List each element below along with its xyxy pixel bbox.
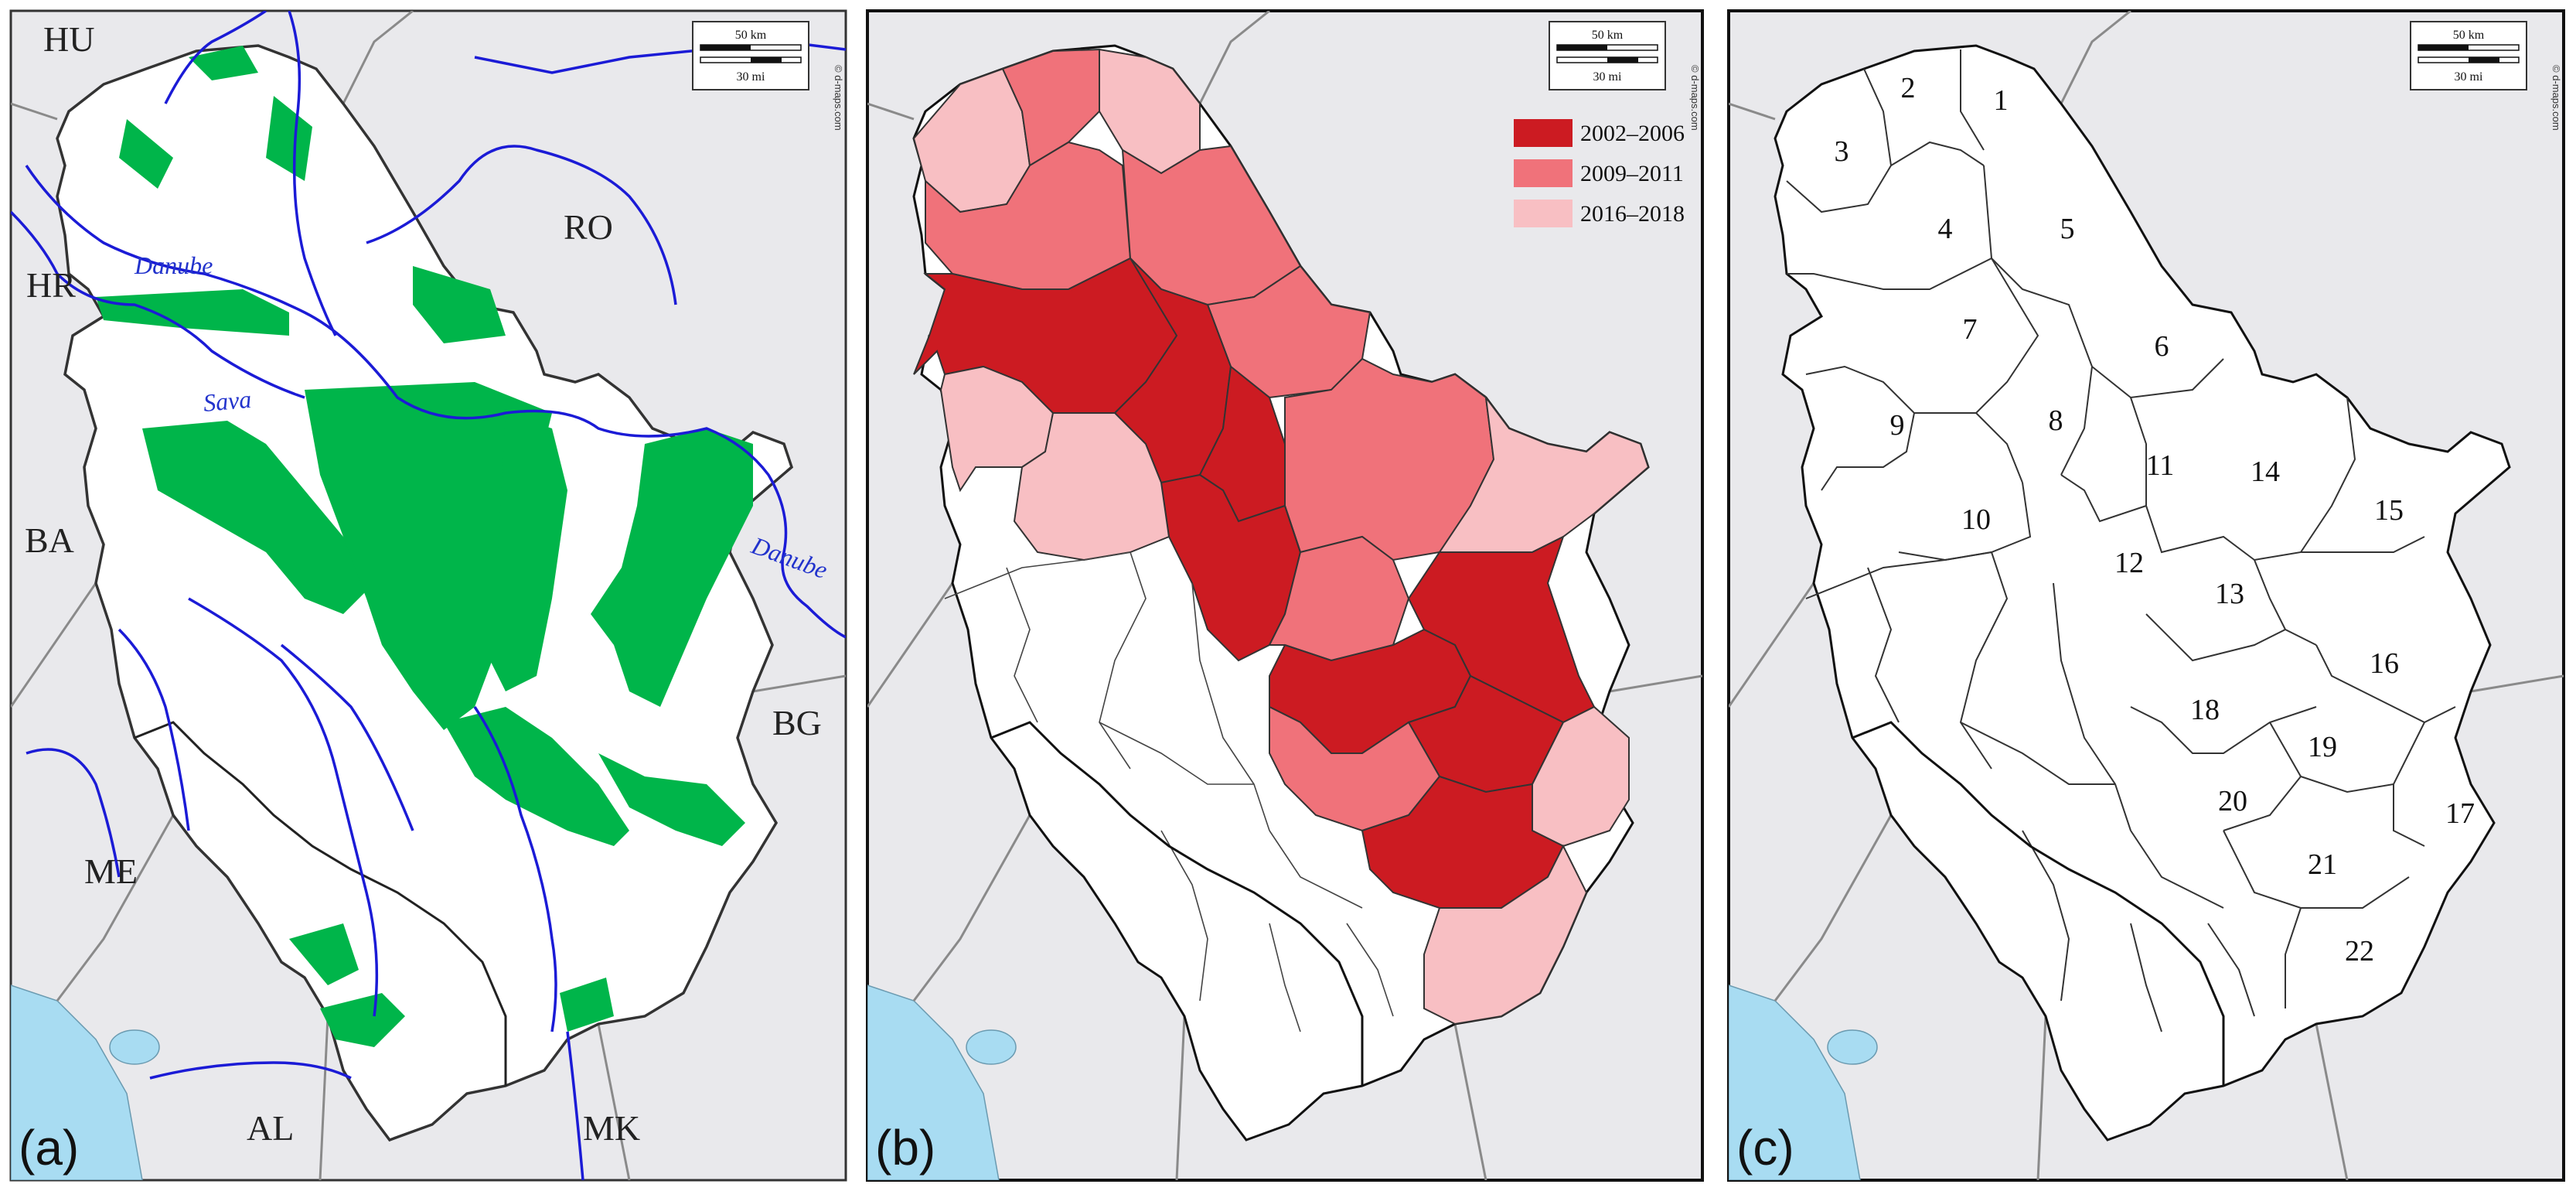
scale-bar-b: 50 km 30 mi — [1549, 21, 1666, 90]
district-number: 21 — [2308, 848, 2337, 881]
district-number: 22 — [2345, 935, 2374, 967]
country-label-me: ME — [84, 851, 138, 891]
credit-b: © d-maps.com — [1689, 65, 1701, 131]
river-label-danube-1: Danube — [134, 251, 213, 279]
country-label-mk: MK — [583, 1108, 640, 1148]
country-label-hu: HU — [43, 19, 94, 59]
district-number: 6 — [2155, 330, 2169, 363]
district-boundaries — [1786, 49, 2456, 1032]
panel-c: 1 2 3 4 5 6 7 8 9 10 11 12 13 14 15 16 1… — [1727, 9, 2565, 1182]
credit-c: © d-maps.com — [2550, 65, 2562, 131]
district-number: 10 — [1961, 503, 1991, 536]
credit-a: © d-maps.com — [833, 65, 844, 131]
panel-b: 2002–2006 2009–2011 2016–2018 50 km 30 m… — [866, 9, 1704, 1182]
scale-km: 50 km — [2453, 29, 2485, 42]
district-numbers: 1 2 3 4 5 6 7 8 9 10 11 12 13 14 15 16 1… — [1835, 72, 2475, 967]
legend-swatch-3 — [1514, 200, 1573, 227]
rivers — [11, 11, 846, 1180]
district-number: 7 — [1963, 313, 1978, 346]
district-number: 18 — [2190, 694, 2220, 726]
district-lines — [944, 551, 1394, 1032]
district-number: 20 — [2218, 785, 2247, 817]
river-label-sava: Sava — [202, 385, 252, 417]
scale-km: 50 km — [1592, 29, 1624, 42]
scale-mi: 30 mi — [2455, 70, 2483, 84]
scale-bar-a: 50 km 30 mi — [692, 21, 809, 90]
scale-km: 50 km — [735, 29, 767, 42]
lake-shape — [966, 1029, 1017, 1065]
lake-shape — [1827, 1029, 1878, 1065]
district-number: 9 — [1890, 409, 1905, 442]
scale-mi: 30 mi — [1593, 70, 1622, 84]
country-label-ba: BA — [25, 520, 74, 560]
district-number: 13 — [2215, 578, 2244, 610]
district-number: 3 — [1835, 135, 1849, 168]
legend-label-1: 2002–2006 — [1580, 121, 1685, 146]
country-label-hr: HR — [26, 265, 76, 305]
district-number: 16 — [2370, 647, 2399, 680]
district-number: 17 — [2445, 797, 2475, 830]
district-number: 12 — [2114, 547, 2144, 579]
country-label-bg: BG — [772, 703, 822, 742]
district-number: 15 — [2374, 494, 2404, 527]
panel-label-c: (c) — [1736, 1120, 1794, 1176]
country-label-ro: RO — [564, 207, 613, 247]
panel-label-a: (a) — [19, 1120, 79, 1176]
legend-swatch-1 — [1514, 119, 1573, 147]
legend: 2002–2006 2009–2011 2016–2018 — [1514, 119, 1685, 227]
district-number: 1 — [1994, 84, 2009, 117]
lake-shape — [109, 1029, 160, 1065]
district-number: 2 — [1901, 72, 1916, 104]
district-number: 4 — [1938, 213, 1953, 245]
district-number: 5 — [2060, 213, 2075, 245]
district-number: 14 — [2251, 456, 2280, 488]
legend-label-3: 2016–2018 — [1580, 201, 1685, 227]
district-number: 11 — [2146, 449, 2175, 482]
panel-a: HU HR RO BA ME BG AL MK Danube Sava Danu… — [9, 9, 847, 1182]
district-number: 8 — [2049, 404, 2063, 437]
panel-label-b: (b) — [875, 1120, 935, 1176]
scale-mi: 30 mi — [737, 70, 765, 84]
legend-swatch-2 — [1514, 159, 1573, 187]
scale-bar-c: 50 km 30 mi — [2410, 21, 2527, 90]
forest-areas — [96, 46, 753, 1047]
legend-label-2: 2009–2011 — [1580, 161, 1684, 186]
district-shading — [912, 48, 1650, 1025]
country-label-al: AL — [247, 1108, 294, 1148]
district-number: 19 — [2308, 731, 2337, 763]
